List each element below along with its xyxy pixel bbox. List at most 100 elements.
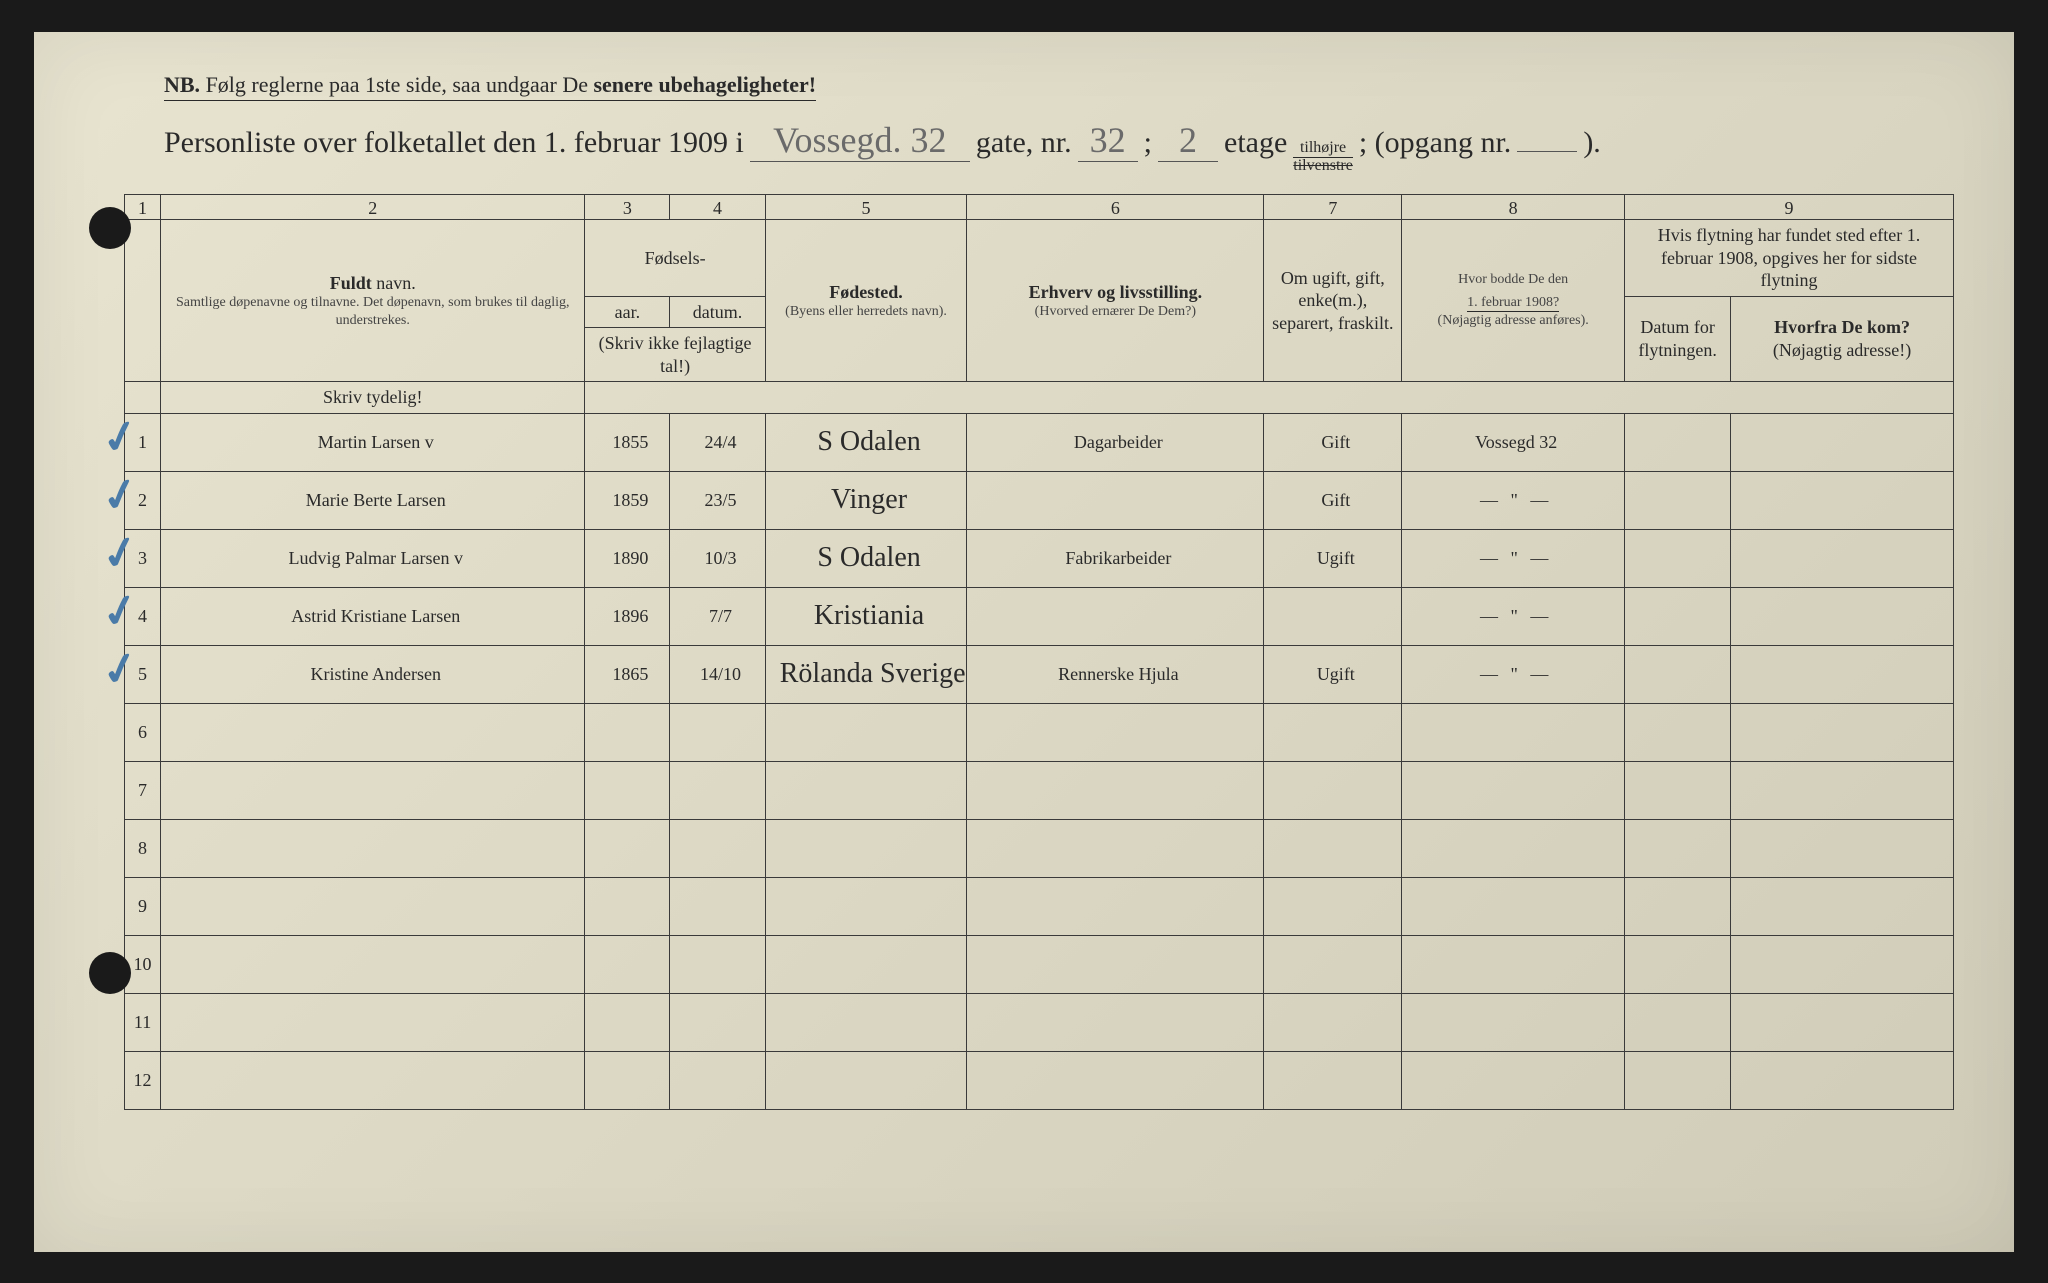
nr-field: 32 — [1078, 119, 1138, 162]
cell-address-1908 — [1402, 761, 1625, 819]
cell-name: Martin Larsen v — [161, 413, 585, 471]
cell-occupation — [967, 819, 1264, 877]
cell-date — [670, 703, 765, 761]
street-field: Vossegd. 32 — [750, 119, 970, 162]
cell-birthplace: Vinger — [765, 471, 967, 529]
cell-birthplace — [765, 1051, 967, 1109]
cell-move-date — [1625, 877, 1731, 935]
cell-occupation: Fabrikarbeider — [967, 529, 1264, 587]
form-title: Personliste over folketallet den 1. febr… — [164, 119, 1954, 174]
h-erhverv: Erhverv og livsstilling. (Hvorved ernære… — [967, 220, 1264, 382]
punch-hole-icon — [89, 207, 131, 249]
cell-date: 14/10 — [670, 645, 765, 703]
cell-birthplace — [765, 935, 967, 993]
cell-name — [161, 1051, 585, 1109]
row-number: 8 — [125, 819, 161, 877]
cell-occupation — [967, 587, 1264, 645]
cell-birthplace: Rölanda Sverige — [765, 645, 967, 703]
cell-year: 1896 — [585, 587, 670, 645]
floor-field: 2 — [1158, 119, 1218, 162]
title-t2: gate, nr. — [976, 126, 1072, 160]
cell-address-1908 — [1402, 877, 1625, 935]
cell-birthplace — [765, 877, 967, 935]
cell-move-from — [1731, 1051, 1954, 1109]
cell-date — [670, 1051, 765, 1109]
cell-move-date — [1625, 587, 1731, 645]
title-t5: ). — [1583, 126, 1601, 160]
cell-move-date — [1625, 413, 1731, 471]
cell-birthplace: S Odalen — [765, 413, 967, 471]
cell-address-1908 — [1402, 1051, 1625, 1109]
h-flyt-top: Hvis flytning har fundet sted efter 1. f… — [1625, 220, 1954, 297]
colnum: 5 — [765, 194, 967, 220]
cell-move-date — [1625, 819, 1731, 877]
table-body: 1Martin Larsen v185524/4S OdalenDagarbei… — [125, 413, 1954, 1109]
cell-occupation — [967, 703, 1264, 761]
cell-status — [1264, 819, 1402, 877]
cell-date — [670, 819, 765, 877]
table-row: 3Ludvig Palmar Larsen v189010/3S OdalenF… — [125, 529, 1954, 587]
cell-year — [585, 819, 670, 877]
table-row: 7 — [125, 761, 1954, 819]
colnum: 4 — [670, 194, 765, 220]
cell-address-1908 — [1402, 819, 1625, 877]
census-form-page: NB. Følg reglerne paa 1ste side, saa und… — [34, 32, 2014, 1252]
h-fodested: Fødested. (Byens eller herredets navn). — [765, 220, 967, 382]
cell-address-1908 — [1402, 703, 1625, 761]
h-flyt-datum: Datum for flytningen. — [1625, 296, 1731, 382]
table-row: 8 — [125, 819, 1954, 877]
cell-birthplace — [765, 761, 967, 819]
cell-address-1908: Vossegd 32 — [1402, 413, 1625, 471]
cell-move-date — [1625, 935, 1731, 993]
cell-occupation — [967, 935, 1264, 993]
cell-name — [161, 877, 585, 935]
h-name-hint: Skriv tydelig! — [161, 382, 585, 414]
cell-move-from — [1731, 703, 1954, 761]
h-aar: aar. — [585, 296, 670, 328]
row-number: 9 — [125, 877, 161, 935]
cell-move-from — [1731, 587, 1954, 645]
table-row: 1Martin Larsen v185524/4S OdalenDagarbei… — [125, 413, 1954, 471]
colnum: 8 — [1402, 194, 1625, 220]
cell-move-date — [1625, 529, 1731, 587]
cell-move-date — [1625, 471, 1731, 529]
cell-name — [161, 761, 585, 819]
table-row: 9 — [125, 877, 1954, 935]
colnum: 6 — [967, 194, 1264, 220]
h-fodsels: Fødsels- — [585, 220, 765, 297]
cell-occupation — [967, 1051, 1264, 1109]
table-row: 5Kristine Andersen186514/10Rölanda Sveri… — [125, 645, 1954, 703]
cell-name — [161, 703, 585, 761]
cell-move-date — [1625, 703, 1731, 761]
cell-year: 1890 — [585, 529, 670, 587]
cell-move-from — [1731, 529, 1954, 587]
cell-status — [1264, 935, 1402, 993]
colnum: 1 — [125, 194, 161, 220]
cell-date: 10/3 — [670, 529, 765, 587]
cell-address-1908: — " — — [1402, 587, 1625, 645]
cell-status: Ugift — [1264, 529, 1402, 587]
colnum: 7 — [1264, 194, 1402, 220]
cell-status — [1264, 587, 1402, 645]
cell-year — [585, 1051, 670, 1109]
colnum: 3 — [585, 194, 670, 220]
h-aar-sub: (Skriv ikke fejlagtige tal!) — [585, 328, 765, 382]
cell-name: Ludvig Palmar Larsen v — [161, 529, 585, 587]
cell-move-from — [1731, 935, 1954, 993]
cell-move-from — [1731, 413, 1954, 471]
cell-move-from — [1731, 645, 1954, 703]
nb-bold: senere ubehageligheter! — [593, 72, 816, 97]
cell-year: 1859 — [585, 471, 670, 529]
table-header: 1 2 3 4 5 6 7 8 9 Fuldt navn. Samtlige d… — [125, 194, 1954, 413]
cell-occupation: Dagarbeider — [967, 413, 1264, 471]
cell-move-date — [1625, 1051, 1731, 1109]
row-number: 6 — [125, 703, 161, 761]
h-flyt-fra: Hvorfra De kom? (Nøjagtig adresse!) — [1731, 296, 1954, 382]
cell-status — [1264, 703, 1402, 761]
cell-move-from — [1731, 819, 1954, 877]
cell-birthplace: S Odalen — [765, 529, 967, 587]
cell-move-from — [1731, 761, 1954, 819]
cell-status — [1264, 993, 1402, 1051]
cell-year — [585, 935, 670, 993]
side-fraction: tilhøjre tilvenstre — [1293, 140, 1353, 174]
